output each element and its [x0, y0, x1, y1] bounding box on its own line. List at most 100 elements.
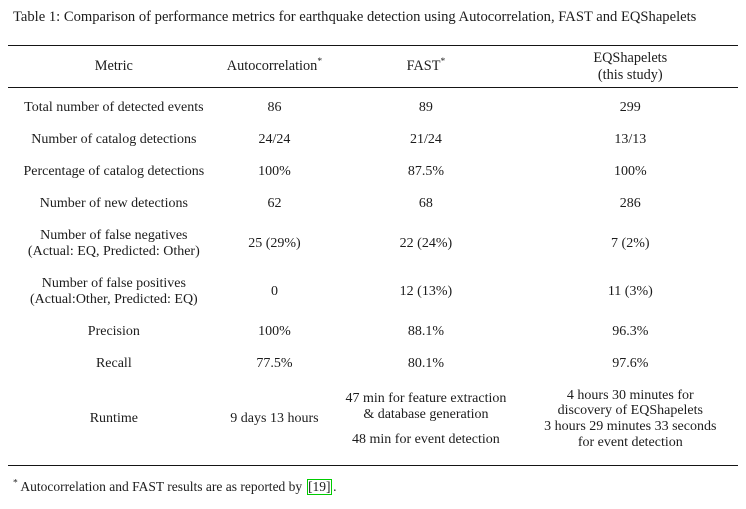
col-header-eqshapelets-label: EQShapelets: [593, 49, 668, 66]
col-header-autocorrelation-label: Autocorrelation: [226, 58, 318, 75]
cell-line: 299: [619, 100, 641, 115]
cell-autocorrelation: 0: [220, 284, 330, 300]
cell-fast: 12 (13%): [329, 284, 522, 300]
cell-line: 0: [270, 283, 278, 299]
table-header-row: Metric Autocorrelation* FAST* EQShapelet…: [8, 45, 738, 88]
cell-line: 12 (13%): [399, 283, 453, 299]
cell-line: (Actual:Other, Predicted: EQ): [29, 291, 198, 307]
table-row: Number of new detections 62 68 286: [8, 188, 738, 220]
cell-line: Total number of detected events: [24, 100, 204, 115]
cell-fast: 80.1%: [329, 356, 522, 372]
cell-fast: 88.1%: [329, 324, 522, 340]
table-row: Number of false positives (Actual:Other, …: [8, 268, 738, 316]
cell-metric: Precision: [8, 324, 220, 340]
fast-footnote-marker: *: [440, 57, 446, 68]
cell-line: 24/24: [258, 131, 291, 147]
table-row: Runtime 9 days 13 hours 47 min for feature…: [8, 380, 738, 460]
footnote-text: Autocorrelation and FAST results are as …: [17, 479, 306, 494]
cell-line: Number of false positives: [41, 275, 186, 291]
cell-line: discovery of EQShapelets: [557, 403, 703, 419]
table-row: Percentage of catalog detections 100% 87.5…: [8, 156, 738, 188]
col-header-fast: FAST*: [329, 58, 522, 75]
cell-metric: Total number of detected events: [8, 100, 220, 116]
cell-line: 22 (24%): [399, 235, 453, 251]
cell-line: 48 min for event detection: [352, 431, 500, 447]
cell-autocorrelation: 25 (29%): [220, 236, 330, 252]
footnote-period: .: [333, 479, 337, 494]
cell-line: 86: [267, 100, 282, 115]
table-row: Total number of detected events 86 89 299: [8, 92, 738, 124]
cell-metric: Runtime: [8, 411, 220, 427]
cell-line: Runtime: [89, 411, 138, 427]
cell-line: 47 min for feature extraction: [345, 391, 507, 406]
cell-eqshapelets: 286: [523, 196, 738, 212]
cell-metric: Number of new detections: [8, 196, 220, 212]
cell-autocorrelation: 100%: [220, 164, 330, 180]
cell-eqshapelets: 97.6%: [523, 356, 738, 372]
cell-line: for event detection: [577, 435, 683, 451]
cell-eqshapelets: 11 (3%): [523, 284, 738, 300]
cell-fast: 22 (24%): [329, 236, 522, 252]
cell-metric: Number of catalog detections: [8, 132, 220, 148]
cell-line: 62: [267, 195, 282, 211]
cell-line: 87.5%: [407, 163, 444, 179]
cell-line: 88.1%: [407, 323, 444, 339]
cell-eqshapelets: 4 hours 30 minutes for discovery of EQSha…: [523, 388, 738, 452]
cell-line: 9 days 13 hours: [230, 411, 319, 427]
cell-line: & database generation: [363, 406, 489, 422]
cell-autocorrelation: 24/24: [220, 132, 330, 148]
cell-line: 7 (2%): [611, 235, 650, 251]
cell-line: 21/24: [409, 131, 442, 147]
cell-eqshapelets: 96.3%: [523, 324, 738, 340]
cell-autocorrelation: 86: [220, 100, 330, 116]
cell-line: Precision: [87, 323, 140, 339]
cell-autocorrelation: 9 days 13 hours: [220, 411, 330, 427]
cell-line: Recall: [95, 355, 132, 371]
cell-metric: Recall: [8, 356, 220, 372]
col-header-autocorrelation: Autocorrelation*: [220, 58, 330, 75]
cell-line: 68: [418, 195, 433, 211]
table-row: Precision 100% 88.1% 96.3%: [8, 316, 738, 348]
cell-line: 97.6%: [612, 355, 649, 371]
cell-fast: 47 min for feature extraction & database …: [329, 391, 522, 448]
table-row: Number of catalog detections 24/24 21/24 13…: [8, 124, 738, 156]
cell-line: [329, 423, 522, 432]
cell-metric: Percentage of catalog detections: [8, 164, 220, 180]
cell-line: 3 hours 29 minutes 33 seconds: [544, 419, 717, 435]
col-header-eqshapelets-sublabel: (this study): [597, 66, 663, 83]
metrics-table: Metric Autocorrelation* FAST* EQShapelet…: [8, 45, 738, 467]
cell-line: 25 (29%): [248, 235, 301, 251]
cell-eqshapelets: 7 (2%): [523, 236, 738, 252]
cell-fast: 89: [329, 100, 522, 116]
col-header-fast-label: FAST: [406, 58, 441, 75]
table-row: Number of false negatives (Actual: EQ, Pr…: [8, 220, 738, 268]
cell-line: 77.5%: [256, 355, 293, 371]
table-footnote: * Autocorrelation and FAST results are a…: [13, 478, 337, 496]
cell-metric: Number of false negatives (Actual: EQ, Pr…: [8, 228, 220, 260]
cell-line: 96.3%: [612, 323, 649, 339]
cell-line: 100%: [258, 323, 291, 339]
cell-line: 11 (3%): [607, 283, 653, 299]
cell-line: Number of false negatives: [40, 227, 188, 243]
col-header-eqshapelets: EQShapelets (this study): [523, 50, 738, 84]
cell-fast: 21/24: [329, 132, 522, 148]
cell-autocorrelation: 77.5%: [220, 356, 330, 372]
cell-autocorrelation: 62: [220, 196, 330, 212]
cell-autocorrelation: 100%: [220, 324, 330, 340]
cell-eqshapelets: 100%: [523, 164, 738, 180]
table-caption: Table 1: Comparison of performance metri…: [13, 9, 697, 25]
autocorrelation-footnote-marker: *: [317, 57, 323, 68]
cell-line: 4 hours 30 minutes for: [566, 387, 694, 403]
footnote-marker: *: [13, 478, 18, 489]
cell-line: 100%: [613, 163, 647, 179]
citation-link-19[interactable]: [19]: [306, 479, 333, 496]
cell-line: 80.1%: [407, 355, 444, 371]
cell-line: Percentage of catalog detections: [23, 163, 205, 179]
col-header-metric-label: Metric: [94, 58, 133, 75]
cell-line: 100%: [258, 163, 291, 179]
cell-metric: Number of false positives (Actual:Other, …: [8, 276, 220, 308]
table-row: Recall 77.5% 80.1% 97.6%: [8, 348, 738, 380]
cell-line: 89: [418, 100, 433, 115]
cell-eqshapelets: 13/13: [523, 132, 738, 148]
